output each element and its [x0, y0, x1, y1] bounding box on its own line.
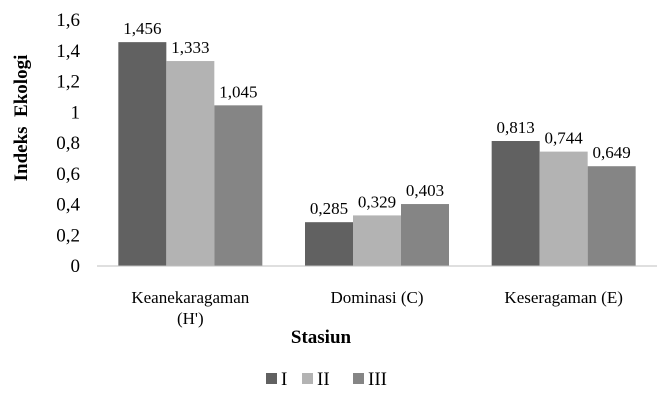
- data-label: 0,403: [406, 181, 444, 200]
- data-label: 0,813: [497, 118, 535, 137]
- legend-label-iii: III: [368, 369, 387, 390]
- legend-label-ii: II: [317, 369, 330, 390]
- category-labels: Keanekaragaman (H') Dominasi (C) Keseragama…: [131, 288, 623, 328]
- y-tick-label: 0,8: [56, 133, 80, 154]
- category-label: Keseragaman (E): [504, 288, 622, 307]
- data-labels: 1,456 0,285 0,813 1,333 0,329 0,744 1,045 0,403…: [123, 19, 631, 218]
- category-label: Keanekaragaman: [131, 288, 249, 307]
- bar-iii-1: [214, 105, 263, 266]
- bar-iii-2: [401, 204, 449, 266]
- y-tick-label: 1,4: [56, 41, 80, 62]
- x-axis-title: Stasiun: [291, 327, 352, 348]
- y-tick-label: 0,2: [56, 225, 80, 246]
- legend-label-i: I: [281, 369, 287, 390]
- y-tick-label: 1,2: [56, 72, 80, 93]
- data-label: 0,744: [545, 129, 584, 148]
- y-tick-label: 1,6: [56, 10, 80, 31]
- bar-iii-3: [587, 166, 636, 266]
- bar-ii-2: [353, 215, 401, 266]
- legend-swatch-i: [266, 373, 277, 384]
- data-label: 1,045: [219, 82, 257, 101]
- bar-i-2: [305, 222, 353, 266]
- bars: [118, 42, 636, 266]
- data-label: 0,649: [593, 143, 631, 162]
- bar-i-3: [491, 141, 540, 266]
- y-tick-label: 0,4: [56, 195, 80, 216]
- category-label: Dominasi (C): [330, 288, 423, 307]
- bar-i-1: [118, 42, 167, 266]
- category-label: (H'): [177, 309, 204, 328]
- y-tick-label: 1: [71, 102, 81, 123]
- data-label: 1,333: [171, 38, 209, 57]
- legend: I II III: [266, 369, 387, 390]
- data-label: 1,456: [123, 19, 161, 38]
- bar-ii-3: [539, 151, 588, 266]
- y-axis-title: Indeks Ekologi: [11, 55, 32, 182]
- legend-swatch-iii: [353, 373, 364, 384]
- y-axis-ticks: 0 0,2 0,4 0,6 0,8 1 1,2 1,4 1,6: [56, 10, 80, 277]
- y-tick-label: 0: [71, 256, 81, 277]
- data-label: 0,285: [310, 199, 348, 218]
- y-tick-label: 0,6: [56, 164, 80, 185]
- data-label: 0,329: [358, 192, 396, 211]
- legend-swatch-ii: [302, 373, 313, 384]
- bar-ii-1: [166, 61, 215, 266]
